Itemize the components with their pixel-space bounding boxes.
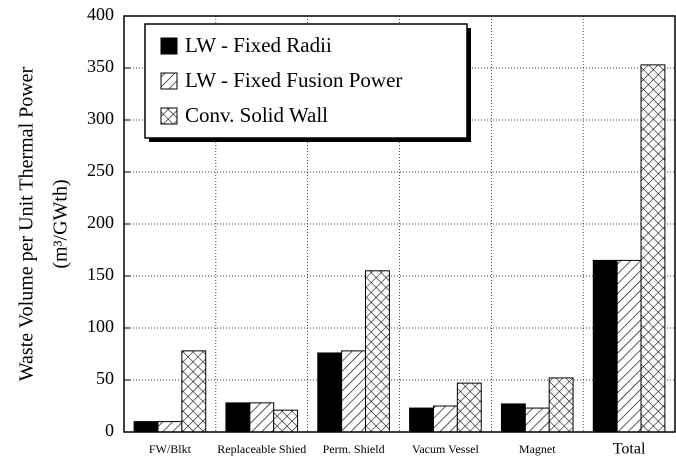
bar (341, 350, 367, 433)
x-tick-label: Magnet (519, 442, 556, 456)
bar (181, 350, 207, 433)
y-tick-label: 50 (96, 368, 114, 388)
y-tick-label: 400 (87, 4, 114, 24)
bar (500, 403, 526, 433)
x-tick-label: Vacum Vessel (412, 442, 479, 456)
plot-frame (123, 15, 676, 433)
legend-label: LW - Fixed Radii (185, 33, 332, 57)
bar (432, 405, 458, 433)
bar (524, 407, 550, 433)
bar (317, 352, 343, 433)
y-tick-label: 250 (87, 160, 114, 180)
bar (640, 64, 666, 433)
bar (365, 270, 390, 433)
bar (409, 407, 434, 433)
y-tick-label: 150 (87, 264, 114, 284)
bar (249, 402, 275, 433)
x-tick-label: FW/Blkt (149, 442, 192, 456)
y-tick-label: 350 (87, 56, 114, 76)
x-tick-label: Replaceable Shied (217, 442, 306, 456)
legend-label: LW - Fixed Fusion Power (185, 68, 402, 92)
y-axis-label: (m³/GWth) (50, 179, 72, 268)
bar (592, 259, 618, 433)
legend-swatch (160, 72, 178, 90)
bar (456, 382, 482, 433)
legend-label: Conv. Solid Wall (185, 103, 328, 127)
y-tick-label: 100 (87, 316, 114, 336)
bar (616, 259, 642, 433)
x-tick-label: Total (613, 441, 646, 458)
y-tick-label: 0 (105, 420, 114, 440)
y-axis-label: Waste Volume per Unit Thermal Power (16, 66, 38, 381)
bar (225, 402, 251, 433)
y-tick-label: 300 (87, 108, 114, 128)
y-tick-label: 200 (87, 212, 114, 232)
legend-swatch (160, 37, 178, 55)
legend (144, 23, 468, 139)
bar (273, 409, 299, 433)
x-tick-label: Perm. Shield (323, 442, 385, 456)
legend-swatch (160, 107, 178, 125)
bar (133, 421, 159, 433)
bar (548, 377, 574, 433)
bar (157, 421, 183, 433)
